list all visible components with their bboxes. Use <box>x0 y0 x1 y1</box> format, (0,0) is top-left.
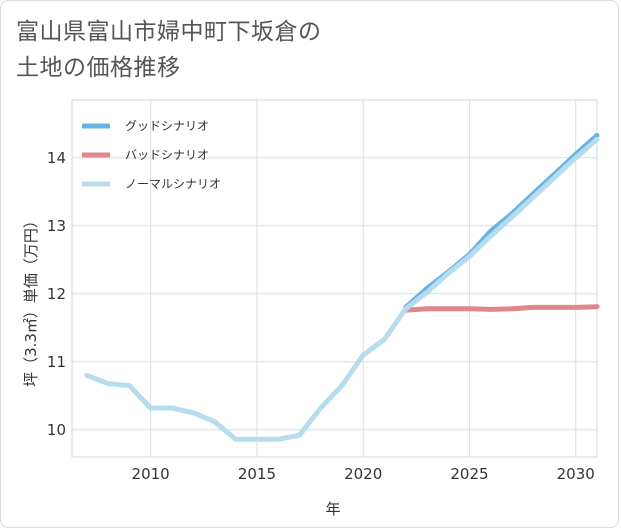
legend-label: バッドシナリオ <box>125 148 209 162</box>
legend-label: グッドシナリオ <box>125 119 209 133</box>
plot-frame <box>71 99 598 458</box>
x-tick-label: 2015 <box>238 465 276 483</box>
x-axis-title: 年 <box>325 500 340 518</box>
series-layer <box>84 132 600 442</box>
x-tick-label: 2025 <box>450 465 488 483</box>
legend-label: ノーマルシナリオ <box>125 177 221 191</box>
series-line-3 <box>84 136 600 442</box>
x-tick-label: 2020 <box>344 465 382 483</box>
series-line-2 <box>403 304 600 313</box>
chart-title-line-2: 土地の価格推移 <box>16 55 181 81</box>
series-line-1 <box>403 132 600 310</box>
y-tick-label: 12 <box>47 285 66 303</box>
y-tick-label: 10 <box>47 421 66 439</box>
y-axis-title: 坪（3.3㎡）単価（万円） <box>22 213 40 387</box>
grid-lines <box>71 99 598 458</box>
y-tick-label: 13 <box>47 217 66 235</box>
chart-title-line-1: 富山県富山市婦中町下坂倉の <box>16 19 322 45</box>
tick-labels: 2010 2015 2020 2025 2030 10 11 12 13 14 <box>47 149 595 483</box>
x-tick-label: 2030 <box>557 465 595 483</box>
y-tick-label: 14 <box>47 149 66 167</box>
y-tick-label: 11 <box>47 353 66 371</box>
x-tick-label: 2010 <box>132 465 170 483</box>
chart-title: 富山県富山市婦中町下坂倉の 土地の価格推移 <box>16 14 536 86</box>
